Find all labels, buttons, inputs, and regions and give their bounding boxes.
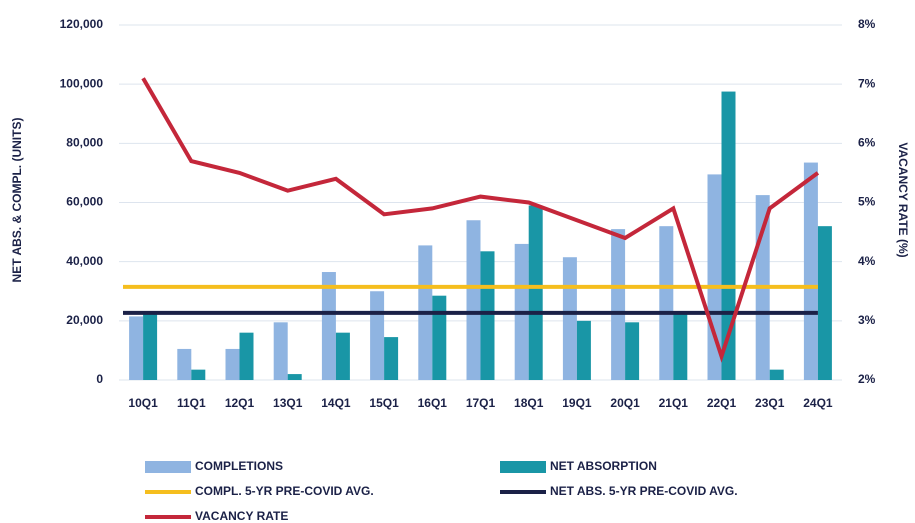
x-tick-label: 19Q1 — [562, 396, 592, 410]
bar — [239, 332, 254, 380]
x-tick-label: 13Q1 — [273, 396, 303, 410]
x-tick-label: 17Q1 — [466, 396, 496, 410]
y-tick-label: 80,000 — [66, 136, 103, 150]
bar — [177, 348, 192, 380]
bar — [225, 348, 240, 380]
y2-axis-label: VACANCY RATE (%) — [896, 142, 910, 257]
y-tick-label: 0 — [96, 372, 103, 386]
y-tick-label: 120,000 — [60, 17, 104, 31]
y2-tick-label: 2% — [858, 372, 876, 386]
y2-tick-label: 5% — [858, 195, 876, 209]
legend-label: VACANCY RATE — [195, 509, 288, 523]
bar — [625, 322, 640, 380]
bar — [287, 374, 302, 380]
bar — [611, 229, 626, 380]
legend-label: NET ABS. 5-YR PRE-COVID AVG. — [550, 484, 738, 498]
x-tick-label: 15Q1 — [369, 396, 399, 410]
y2-tick-label: 3% — [858, 313, 876, 327]
x-tick-label: 20Q1 — [610, 396, 640, 410]
bar — [321, 272, 336, 380]
x-tick-label: 10Q1 — [128, 396, 158, 410]
legend-swatch — [145, 461, 191, 473]
bar — [384, 337, 399, 380]
y-axis-label: NET ABS. & COMPL. (UNITS) — [10, 118, 24, 283]
y-tick-label: 100,000 — [60, 76, 104, 90]
x-tick-label: 11Q1 — [177, 396, 206, 410]
bar — [817, 226, 832, 380]
x-tick-label: 18Q1 — [514, 396, 544, 410]
bar — [528, 205, 543, 380]
bar — [673, 311, 688, 380]
legend-swatch — [500, 461, 546, 473]
y2-tick-label: 6% — [858, 136, 876, 150]
bar — [466, 220, 481, 380]
legend-label: NET ABSORPTION — [550, 459, 657, 473]
legend-label: COMPL. 5-YR PRE-COVID AVG. — [195, 484, 374, 498]
x-tick-label: 16Q1 — [418, 396, 448, 410]
legend-label: COMPLETIONS — [195, 459, 283, 473]
bar — [370, 291, 385, 380]
bar — [191, 369, 206, 380]
y-tick-label: 40,000 — [66, 254, 103, 268]
bar — [432, 295, 447, 380]
x-tick-label: 14Q1 — [321, 396, 351, 410]
bar — [721, 91, 736, 380]
x-tick-label: 21Q1 — [659, 396, 689, 410]
bar — [273, 322, 288, 380]
bar — [335, 332, 350, 380]
bar — [143, 313, 158, 380]
y2-tick-label: 7% — [858, 76, 876, 90]
y2-tick-label: 8% — [858, 17, 876, 31]
bar — [576, 320, 591, 380]
x-tick-label: 12Q1 — [225, 396, 255, 410]
line — [141, 77, 820, 363]
bar — [803, 162, 818, 380]
y-tick-label: 20,000 — [66, 313, 103, 327]
y-tick-label: 60,000 — [66, 195, 103, 209]
bar — [769, 369, 784, 380]
bar — [562, 257, 577, 380]
y2-tick-label: 4% — [858, 254, 876, 268]
bar — [129, 316, 144, 380]
bar — [659, 226, 674, 380]
x-tick-label: 24Q1 — [803, 396, 833, 410]
x-tick-label: 22Q1 — [707, 396, 737, 410]
x-tick-label: 23Q1 — [755, 396, 785, 410]
bar — [480, 251, 495, 380]
